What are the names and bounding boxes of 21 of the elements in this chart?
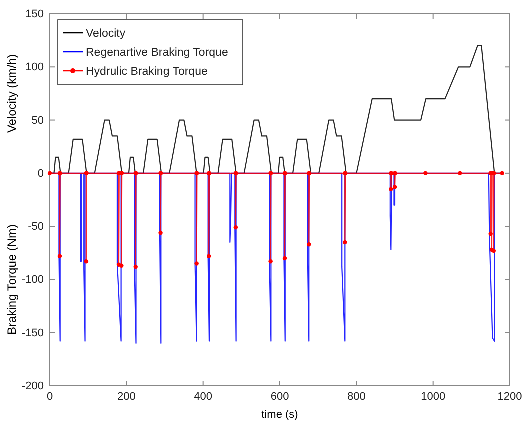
x-tick-label: 400 — [194, 390, 213, 403]
x-tick-label: 1200 — [498, 390, 522, 403]
y-tick-label: -100 — [22, 274, 44, 286]
x-tick-label: 0 — [46, 390, 54, 403]
y-tick-label: -200 — [22, 380, 44, 393]
legend-label: Regenartive Braking Torque — [86, 47, 228, 59]
y-tick-label: -50 — [28, 221, 44, 234]
legend-label: Hydrulic Braking Torque — [86, 66, 208, 78]
y-tick-label: -150 — [22, 327, 44, 340]
text: Braking Torque (Nm) — [5, 224, 19, 335]
x-tick-label: 1000 — [421, 390, 446, 403]
y-tick-label: 100 — [26, 62, 44, 74]
y-axis-title: Velocity (km/h) — [5, 54, 19, 134]
x-tick-label: 600 — [270, 390, 290, 403]
y-tick-label: 0 — [38, 168, 44, 180]
legend-label: Velocity — [86, 28, 126, 40]
x-axis-title: time (s) — [262, 409, 298, 421]
x-tick-label: 200 — [117, 390, 136, 403]
y-tick-label: 150 — [26, 8, 44, 21]
y-tick-label: 50 — [32, 114, 44, 127]
x-tick-label: 800 — [347, 390, 366, 403]
